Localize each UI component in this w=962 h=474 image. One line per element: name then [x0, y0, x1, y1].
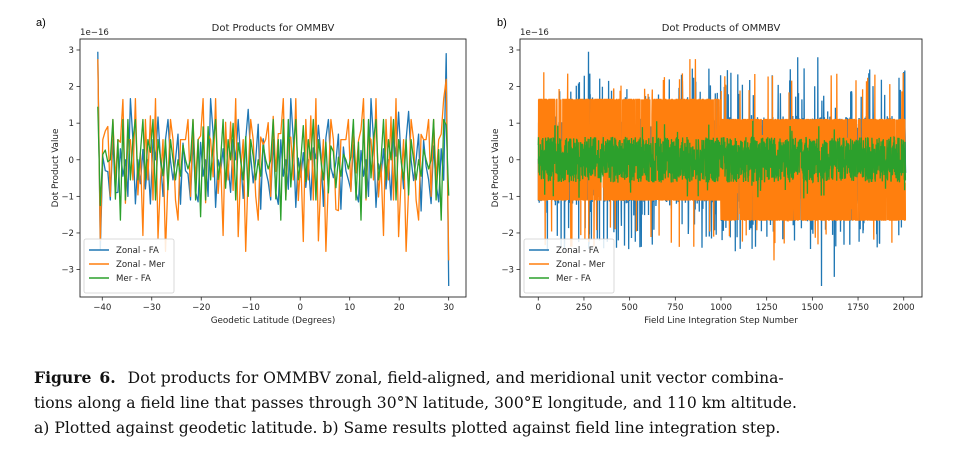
x-axis-label: Geodetic Latitude (Degrees) [211, 316, 336, 326]
legend-entry: Zonal - Mer [116, 260, 166, 270]
legend-entry: Zonal - FA [556, 246, 599, 256]
y-tick-label: 3 [509, 46, 514, 56]
panel-b-label: b) [497, 17, 507, 29]
x-tick-label: 0 [536, 303, 541, 313]
x-tick-label: 500 [621, 303, 637, 313]
legend-entry: Zonal - FA [116, 246, 159, 256]
y-tick-label: 0 [509, 156, 514, 166]
legend-entry: Mer - FA [116, 274, 151, 284]
y-axis-label: Dot Product Value [491, 129, 501, 208]
x-tick-label: 750 [667, 303, 683, 313]
y-offset-text: 1e−16 [80, 28, 109, 38]
figure-label: Figure 6. [34, 368, 116, 387]
legend-entry: Zonal - Mer [556, 260, 606, 270]
plot-area [97, 51, 450, 287]
x-tick-label: 20 [394, 303, 405, 313]
y-tick-label: −3 [61, 266, 74, 276]
x-tick-label: 1750 [847, 303, 869, 313]
y-tick-label: −1 [61, 192, 74, 202]
x-tick-label: −40 [93, 303, 111, 313]
x-tick-label: 30 [443, 303, 454, 313]
x-tick-label: 0 [297, 303, 302, 313]
y-tick-label: 3 [69, 46, 74, 56]
y-tick-label: 1 [69, 119, 74, 129]
chart-title: Dot Products for OMMBV [212, 23, 335, 34]
x-axis-label: Field Line Integration Step Number [644, 316, 798, 326]
x-tick-label: 10 [344, 303, 355, 313]
legend: Zonal - FA Zonal - Mer Mer - FA [523, 238, 615, 294]
legend-box [523, 238, 615, 294]
x-tick-label: 250 [576, 303, 592, 313]
y-tick-label: 2 [69, 83, 74, 93]
y-tick-label: 0 [69, 156, 74, 166]
series-line-mer-fa [537, 120, 907, 199]
legend-box [83, 238, 175, 294]
figure-label-word: Figure [34, 368, 92, 387]
y-tick-label: −2 [61, 229, 74, 239]
plot-frame [79, 38, 467, 298]
y-tick-label: −2 [501, 229, 514, 239]
chart-title: Dot Products of OMMBV [662, 23, 781, 34]
panel-a-label: a) [36, 17, 46, 29]
legend-entry: Mer - FA [556, 274, 591, 284]
panel-b: b) 0 250 500 750 1000 1250 1500 1750 2000 −3 −2 −1 0… [480, 0, 962, 345]
figure-caption: Figure 6. Dot products for OMMBV zonal, fi… [34, 365, 934, 441]
legend: Zonal - FA Zonal - Mer Mer - FA [83, 238, 175, 294]
y-offset-text: 1e−16 [520, 28, 549, 38]
caption-line-2: tions along a field line that passes thr… [34, 394, 797, 412]
figure-number: 6. [99, 368, 116, 387]
series-line-zonal-mer [537, 59, 907, 261]
caption-line-3: a) Plotted against geodetic latitude. b)… [34, 419, 781, 437]
caption-line-1: Figure 6. Dot products for OMMBV zonal, fi… [34, 365, 934, 391]
x-tick-label: 1500 [801, 303, 823, 313]
y-axis-label: Dot Product Value [51, 129, 61, 208]
y-tick-label: −1 [501, 192, 514, 202]
caption-text-1: Dot products for OMMBV zonal, field-alig… [127, 369, 784, 387]
x-tick-label: 1000 [710, 303, 732, 313]
x-tick-label: −20 [192, 303, 210, 313]
x-tick-label: −10 [242, 303, 260, 313]
y-tick-label: 1 [509, 119, 514, 129]
x-tick-label: 1250 [756, 303, 778, 313]
y-tick-label: −3 [501, 266, 514, 276]
y-tick-label: 2 [509, 83, 514, 93]
chart-b: 0 250 500 750 1000 1250 1500 1750 2000 −3 −2 −1 0 1 2 3… [491, 23, 923, 326]
x-tick-label: 2000 [893, 303, 915, 313]
series-line-zonal-mer [97, 59, 450, 261]
series-line-mer-fa [97, 106, 450, 221]
x-tick-label: −30 [143, 303, 161, 313]
panel-a: a) −40 −30 −20 −10 0 10 20 30 −3 −2 −1 0 1 2 3 Dot Prod… [0, 0, 480, 345]
